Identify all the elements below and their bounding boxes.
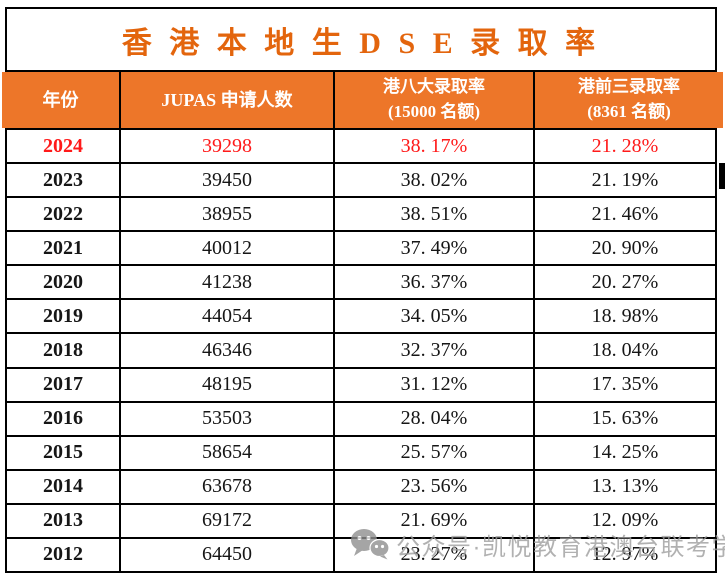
table-row: 2014 63678 23. 56% 13. 13% [7, 468, 715, 503]
applicants-cell: 48195 [119, 368, 333, 401]
big8-rate-cell: 23. 27% [333, 538, 533, 572]
table-row: 2024 39298 38. 17% 21. 28% [7, 130, 715, 163]
header-top3-label: 港前三录取率 [578, 77, 680, 97]
big8-rate-cell: 25. 57% [333, 436, 533, 469]
applicants-cell: 64450 [119, 538, 333, 572]
top3-rate-cell: 17. 35% [533, 368, 715, 401]
big8-rate-cell: 32. 37% [333, 334, 533, 367]
table-row: 2023 39450 38. 02% 21. 19% [7, 162, 715, 197]
year-cell: 2018 [43, 339, 83, 361]
year-cell: 2017 [43, 373, 83, 396]
table-row: 2022 38955 38. 51% 21. 46% [7, 196, 715, 231]
table-header-row: 年份 JUPAS 申请人数 港八大录取率 (15000 名额) 港前三录取率 (… [2, 72, 723, 128]
big8-rate-cell: 23. 56% [333, 470, 533, 503]
applicants-cell: 44054 [119, 300, 333, 333]
top3-rate-cell: 18. 98% [533, 300, 715, 333]
right-edge-marker [719, 163, 725, 189]
top3-rate-cell: 21. 28% [533, 130, 715, 163]
table-row: 2020 41238 36. 37% 20. 27% [7, 264, 715, 299]
year-cell: 2016 [43, 407, 83, 430]
big8-rate-cell: 37. 49% [333, 232, 533, 265]
table-row: 2013 69172 21. 69% 12. 09% [7, 502, 715, 537]
header-big8-quota: (15000 名额) [387, 102, 481, 121]
table-row: 2021 40012 37. 49% 20. 90% [7, 230, 715, 265]
year-cell: 2022 [43, 202, 83, 225]
header-year: 年份 [2, 72, 119, 128]
year-cell: 2019 [43, 304, 83, 327]
table-row: 2017 48195 31. 12% 17. 35% [7, 366, 715, 401]
big8-rate-cell: 38. 51% [333, 198, 533, 231]
applicants-cell: 53503 [119, 402, 333, 435]
applicants-cell: 39298 [119, 130, 333, 163]
top3-rate-cell: 20. 27% [533, 266, 715, 299]
applicants-cell: 41238 [119, 266, 333, 299]
top3-rate-cell: 20. 90% [533, 232, 715, 265]
big8-rate-cell: 28. 04% [333, 402, 533, 435]
year-cell: 2015 [43, 441, 83, 464]
top3-rate-cell: 13. 13% [533, 470, 715, 503]
top3-rate-cell: 14. 25% [533, 436, 715, 469]
applicants-cell: 39450 [119, 164, 333, 197]
applicants-cell: 69172 [119, 504, 333, 537]
table-title-box: 香 港 本 地 生 D S E 录 取 率 [5, 7, 717, 72]
applicants-cell: 46346 [119, 334, 333, 367]
year-cell: 2024 [43, 134, 83, 157]
table-row: 2018 46346 32. 37% 18. 04% [7, 332, 715, 367]
big8-rate-cell: 36. 37% [333, 266, 533, 299]
big8-rate-cell: 38. 02% [333, 164, 533, 197]
applicants-cell: 63678 [119, 470, 333, 503]
header-big8-label: 港八大录取率 [383, 77, 485, 97]
top3-rate-cell: 15. 63% [533, 402, 715, 435]
applicants-cell: 40012 [119, 232, 333, 265]
year-cell: 2013 [43, 509, 83, 532]
header-jupas-applicants: JUPAS 申请人数 [119, 72, 333, 128]
year-cell: 2021 [43, 236, 83, 259]
year-cell: 2012 [43, 543, 83, 566]
table-row: 2019 44054 34. 05% 18. 98% [7, 298, 715, 333]
big8-rate-cell: 34. 05% [333, 300, 533, 333]
table-row: 2012 64450 23. 27% 12. 97% [7, 536, 715, 572]
big8-rate-cell: 21. 69% [333, 504, 533, 537]
applicants-cell: 38955 [119, 198, 333, 231]
top3-rate-cell: 21. 19% [533, 164, 715, 197]
top3-rate-cell: 21. 46% [533, 198, 715, 231]
header-top3-quota: (8361 名额) [587, 102, 671, 121]
year-cell: 2023 [43, 168, 83, 191]
page-title: 香 港 本 地 生 D S E 录 取 率 [121, 26, 601, 60]
applicants-cell: 58654 [119, 436, 333, 469]
header-jupas-label: JUPAS 申请人数 [161, 89, 293, 110]
big8-rate-cell: 31. 12% [333, 368, 533, 401]
top3-rate-cell: 12. 97% [533, 538, 715, 572]
table-row: 2016 53503 28. 04% 15. 63% [7, 400, 715, 435]
big8-rate-cell: 38. 17% [333, 130, 533, 163]
header-big8-rate: 港八大录取率 (15000 名额) [333, 72, 533, 128]
header-year-label: 年份 [42, 89, 79, 110]
table-row: 2015 58654 25. 57% 14. 25% [7, 434, 715, 469]
header-top3-rate: 港前三录取率 (8361 名额) [533, 72, 723, 128]
table-body: 2024 39298 38. 17% 21. 28% 2023 39450 38… [5, 128, 717, 573]
top3-rate-cell: 12. 09% [533, 504, 715, 537]
year-cell: 2020 [43, 270, 83, 293]
top3-rate-cell: 18. 04% [533, 334, 715, 367]
year-cell: 2014 [43, 475, 83, 498]
